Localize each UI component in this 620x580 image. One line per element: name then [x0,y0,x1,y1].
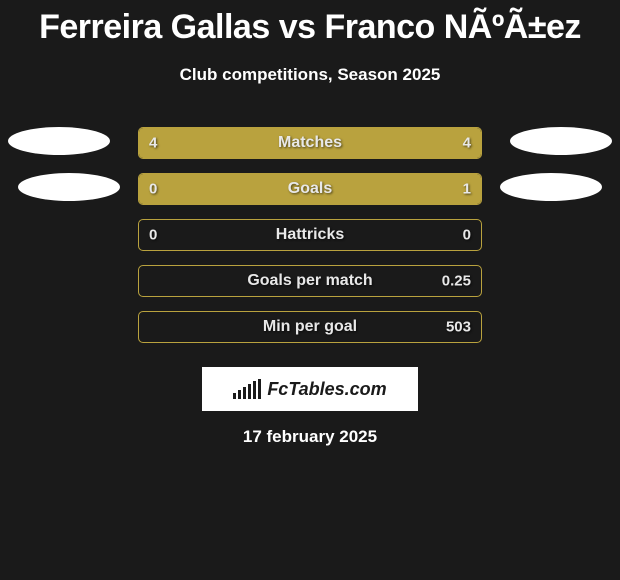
stat-value-right: 1 [463,181,471,198]
stat-value-right: 503 [446,319,471,336]
stat-value-right: 4 [463,135,471,152]
logo-text: FcTables.com [267,379,386,400]
stat-value-right: 0.25 [442,273,471,290]
stat-row: 0 Hattricks 0 [0,219,620,251]
logo-bar-segment [258,379,261,399]
stat-value-left: 0 [149,181,157,198]
page-title: Ferreira Gallas vs Franco NÃºÃ±ez [0,8,620,47]
player-ellipse-right [500,173,602,201]
stat-bar-track: Min per goal 503 [138,311,482,343]
date-label: 17 february 2025 [0,427,620,447]
stat-bar-track: 4 Matches 4 [138,127,482,159]
stat-row: 0 Goals 1 [0,173,620,205]
stat-row: 4 Matches 4 [0,127,620,159]
logo-bar-segment [243,387,246,399]
comparison-container: Ferreira Gallas vs Franco NÃºÃ±ez Club c… [0,0,620,447]
stat-label: Goals per match [247,272,372,290]
stat-bar-track: 0 Goals 1 [138,173,482,205]
subtitle: Club competitions, Season 2025 [0,65,620,85]
logo-bar-segment [253,381,256,399]
player-ellipse-right [510,127,612,155]
stat-label: Hattricks [276,226,344,244]
stat-bar-track: Goals per match 0.25 [138,265,482,297]
logo-bar-segment [238,390,241,399]
logo-bar-segment [233,393,236,399]
logo-bar-segment [248,384,251,399]
stat-row: Min per goal 503 [0,311,620,343]
stat-bar-track: 0 Hattricks 0 [138,219,482,251]
stat-value-left: 0 [149,227,157,244]
logo-icon [233,379,261,399]
stat-label: Min per goal [263,318,357,336]
stats-area: 4 Matches 4 0 Goals 1 0 Hattricks 0 Goals per mat… [0,127,620,343]
stat-label: Goals [288,180,332,198]
stat-label: Matches [278,134,342,152]
stat-value-right: 0 [463,227,471,244]
stat-value-left: 4 [149,135,157,152]
player-ellipse-left [18,173,120,201]
logo-box: FcTables.com [202,367,418,411]
stat-row: Goals per match 0.25 [0,265,620,297]
stat-bar-fill-right [201,174,481,204]
player-ellipse-left [8,127,110,155]
